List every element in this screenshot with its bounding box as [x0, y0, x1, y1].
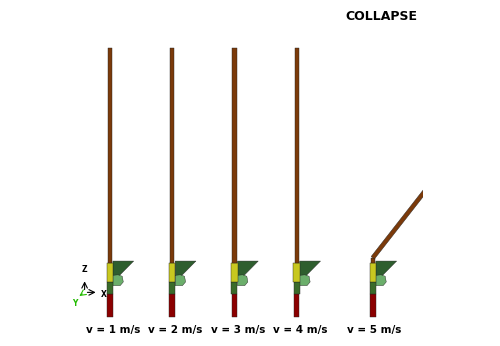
- Polygon shape: [107, 282, 113, 294]
- Polygon shape: [294, 294, 300, 317]
- Polygon shape: [294, 263, 300, 282]
- Polygon shape: [108, 48, 112, 263]
- Polygon shape: [300, 261, 320, 276]
- Polygon shape: [169, 263, 175, 282]
- Polygon shape: [231, 263, 238, 282]
- Polygon shape: [170, 48, 174, 263]
- Polygon shape: [169, 282, 175, 294]
- Polygon shape: [294, 48, 299, 263]
- Polygon shape: [370, 294, 376, 317]
- Polygon shape: [371, 92, 500, 259]
- Text: Y: Y: [72, 299, 78, 308]
- Polygon shape: [106, 263, 113, 282]
- Polygon shape: [376, 275, 386, 286]
- Polygon shape: [300, 275, 310, 286]
- Polygon shape: [170, 294, 175, 317]
- Polygon shape: [371, 258, 375, 263]
- Polygon shape: [294, 282, 300, 294]
- Polygon shape: [238, 261, 258, 276]
- Polygon shape: [232, 282, 237, 294]
- Polygon shape: [370, 263, 376, 282]
- Polygon shape: [107, 294, 112, 317]
- Polygon shape: [175, 275, 186, 286]
- Polygon shape: [113, 261, 134, 276]
- Polygon shape: [113, 275, 124, 286]
- Text: v = 4 m/s: v = 4 m/s: [273, 325, 328, 335]
- Text: X: X: [101, 290, 107, 299]
- Text: COLLAPSE: COLLAPSE: [346, 10, 418, 24]
- Text: v = 5 m/s: v = 5 m/s: [348, 325, 402, 335]
- Text: v = 1 m/s: v = 1 m/s: [86, 325, 141, 335]
- Polygon shape: [238, 275, 248, 286]
- Polygon shape: [370, 282, 376, 294]
- Polygon shape: [232, 294, 237, 317]
- Polygon shape: [175, 261, 196, 276]
- Polygon shape: [232, 48, 236, 263]
- Text: v = 2 m/s: v = 2 m/s: [148, 325, 203, 335]
- Polygon shape: [376, 261, 396, 276]
- Text: Z: Z: [82, 265, 87, 274]
- Text: v = 3 m/s: v = 3 m/s: [210, 325, 265, 335]
